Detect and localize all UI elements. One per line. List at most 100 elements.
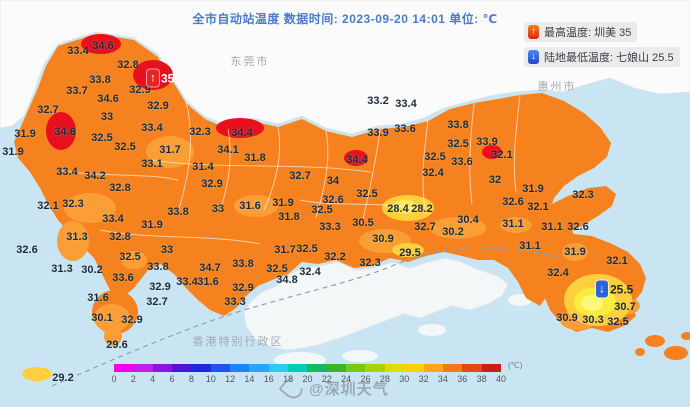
station-temp: 31.3 [51, 263, 73, 275]
station-temp: 33.2 [367, 95, 389, 107]
scale-tick-label: 22 [321, 374, 332, 384]
station-temp: 32.5 [311, 204, 333, 216]
station-temp: 31.6 [239, 200, 261, 212]
qiniangshan-core [581, 295, 603, 311]
arrow-up-icon: ↑ [147, 69, 159, 87]
scale-tick-label: 4 [150, 374, 156, 384]
station-temp: 29.5 [399, 247, 421, 259]
station-temp: 31.9 [2, 146, 24, 158]
station-temp: 31.9 [564, 246, 586, 258]
station-temp: 32.5 [356, 188, 378, 200]
station-temp: 32.8 [117, 59, 139, 71]
station-temp: 32.3 [572, 189, 594, 201]
station-temp: 32.5 [119, 251, 141, 263]
scale-segment [481, 364, 501, 372]
station-temp: 32.5 [114, 141, 136, 153]
station-temp: 34.4 [346, 154, 368, 166]
station-temp: 34.4 [231, 127, 253, 139]
station-temp: 32.7 [414, 221, 436, 233]
station-temp: 33.4 [102, 213, 124, 225]
station-temp: 33.7 [66, 85, 88, 97]
station-temp: 32.3 [359, 257, 381, 269]
scale-segment [346, 364, 366, 372]
station-temp: 33 [160, 244, 174, 256]
scale-tick-label: 14 [244, 374, 255, 384]
station-temp: 32.5 [447, 138, 469, 150]
hk-island [342, 350, 378, 362]
station-temp: 32.3 [189, 126, 211, 138]
station-temp: 33.4 [141, 122, 163, 134]
dapeng-arm [548, 186, 616, 234]
station-temp: 30.4 [457, 214, 479, 226]
station-temp: 31.1 [519, 240, 541, 252]
station-temp: 33.8 [147, 261, 169, 273]
max-temp-label: 最高温度: 圳美 35 [544, 27, 632, 39]
station-temp: 33 [100, 111, 114, 123]
scale-segment [230, 364, 250, 372]
station-temp: 31.7 [274, 244, 296, 256]
station-temp: 30.7 [614, 301, 636, 313]
station-temp: 30.5 [352, 217, 374, 229]
station-temp: 33.4 [67, 45, 89, 57]
hot-patches-34plus [46, 34, 502, 166]
station-temp: 30.9 [372, 233, 394, 245]
page-title: 全市自动站温度 数据时间: 2023-09-20 14:01 单位: ℃ [192, 12, 498, 26]
scale-tick-label: 30 [399, 374, 410, 384]
station-temp: 32.9 [149, 281, 171, 293]
station-temp: 33.9 [476, 136, 498, 148]
station-temp: 29.2 [52, 372, 74, 384]
station-temp: 32.5 [296, 243, 318, 255]
scale-segment [288, 364, 308, 372]
station-temp: 31.9 [14, 128, 36, 140]
scale-unit: (℃) [508, 361, 523, 370]
station-temp: 32.5 [424, 151, 446, 163]
station-temp: 33.1 [141, 158, 163, 170]
station-temp: 34.6 [54, 126, 76, 138]
station-temp: 33.4 [395, 98, 417, 110]
extreme-value: 35 [161, 71, 175, 85]
station-temp: 32.9 [121, 314, 143, 326]
station-temp: 33.8 [232, 258, 254, 270]
extreme-value: 25.5 [610, 282, 634, 296]
scale-segment [133, 364, 153, 372]
station-temp: 32.9 [201, 178, 223, 190]
station-temp: 32.9 [147, 100, 169, 112]
station-temp: 33.8 [89, 74, 111, 86]
scale-tick-label: 12 [225, 374, 236, 384]
station-temp: 32.5 [266, 263, 288, 275]
station-temp: 33.3 [224, 296, 246, 308]
station-temp: 31.3 [66, 231, 88, 243]
station-temp: 31.1 [502, 218, 524, 230]
min-temp-row: ↓ 陆地最低温度: 七娘山 25.5 [524, 47, 680, 67]
station-temp: 31.9 [272, 197, 294, 209]
station-temp: 32.9 [232, 282, 254, 294]
station-temp: 30.2 [442, 226, 464, 238]
station-temp: 30.9 [556, 312, 578, 324]
station-temp: 33.8 [447, 119, 469, 131]
region-label: 东莞市 [230, 56, 270, 68]
station-temp: 32.5 [91, 132, 113, 144]
station-temp: 32.4 [299, 266, 321, 278]
station-temp: 31.6 [197, 276, 219, 288]
station-temp: 32.6 [502, 196, 524, 208]
scale-tick-label: 6 [169, 374, 175, 384]
station-temp: 32.8 [109, 231, 131, 243]
station-temp: 32.1 [606, 255, 628, 267]
max-temp-row: ↑ 最高温度: 圳美 35 [524, 22, 638, 42]
scale-segment [423, 364, 443, 372]
scale-tick-label: 34 [437, 374, 448, 384]
station-temp: 33 [211, 203, 225, 215]
neighbor-land-hongkong [243, 257, 509, 351]
station-temp: 33.9 [367, 127, 389, 139]
station-temp: 33.3 [319, 221, 341, 233]
scale-tick-label: 36 [457, 374, 468, 384]
scale-tick-label: 10 [205, 374, 216, 384]
station-temp: 34.2 [84, 170, 106, 182]
scale-tick-label: 24 [341, 374, 352, 384]
scale-tick-label: 16 [263, 374, 274, 384]
station-temp: 33.4 [176, 276, 198, 288]
hk-island [418, 324, 446, 336]
station-temp: 33.6 [112, 272, 134, 284]
neighbor-land-north [0, 0, 690, 135]
